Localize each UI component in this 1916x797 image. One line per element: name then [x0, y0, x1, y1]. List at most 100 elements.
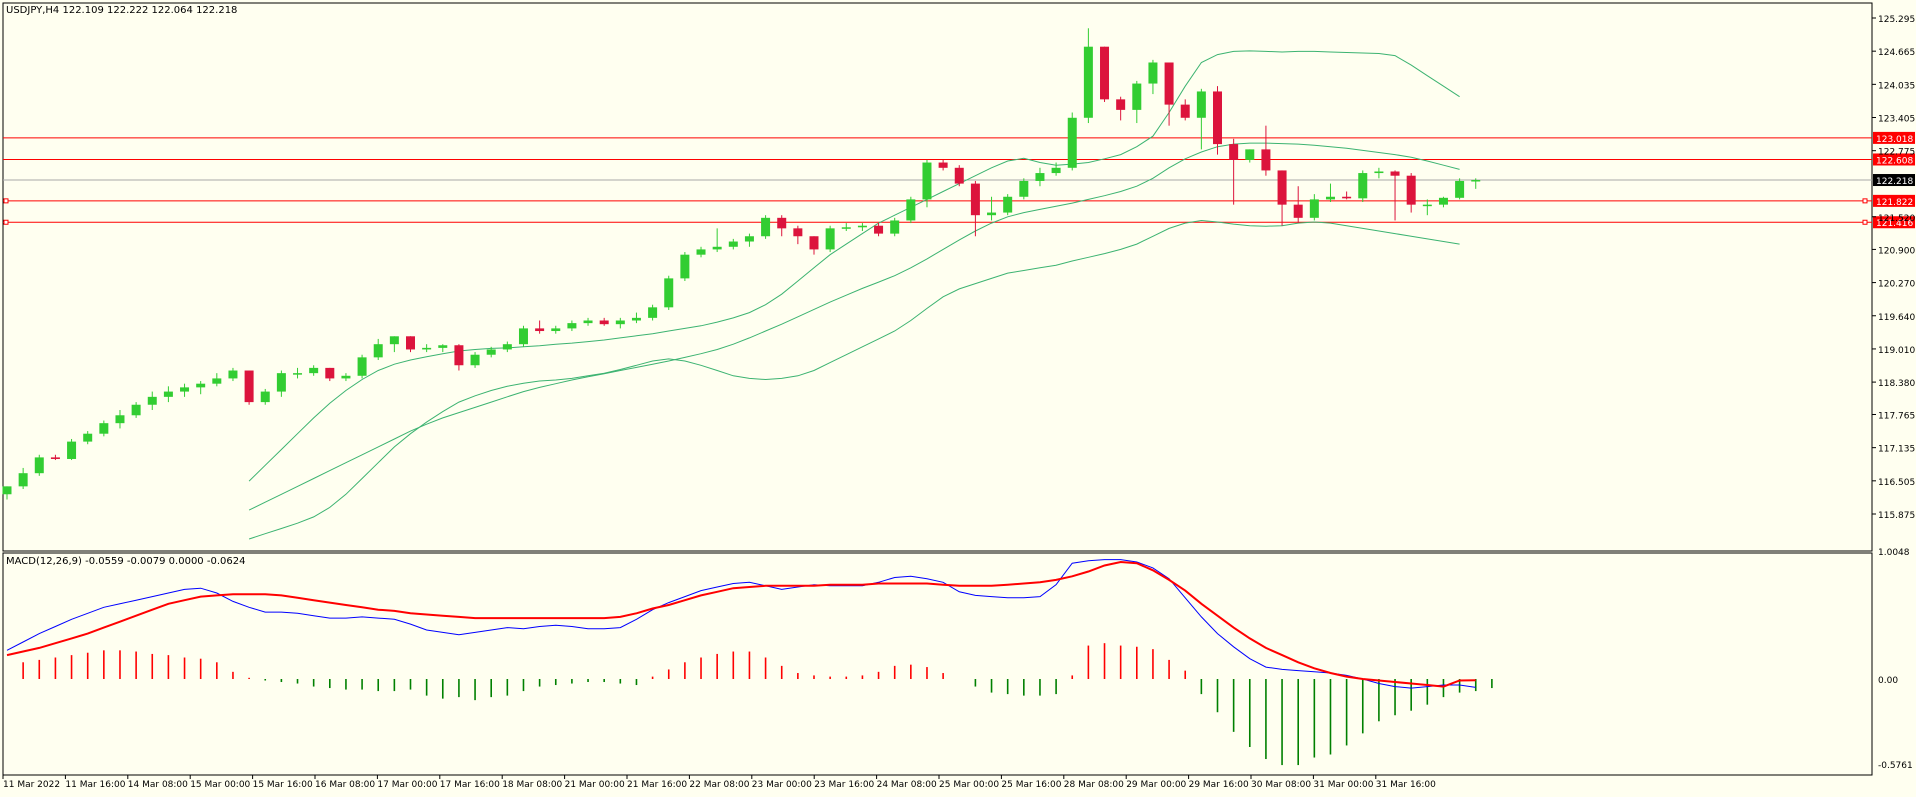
- price-axis-label: 115.875: [1878, 511, 1915, 521]
- current-price-tag: [1873, 174, 1915, 187]
- time-axis-label: 15 Mar 16:00: [253, 780, 313, 790]
- candle: [276, 370, 286, 397]
- current-price-label: 122.218: [1876, 177, 1913, 187]
- candle-body: [874, 225, 884, 234]
- candle-body: [1406, 175, 1416, 205]
- candle-body: [389, 336, 399, 345]
- candle-body: [1067, 117, 1077, 168]
- candle-body: [357, 357, 367, 376]
- price-axis-label: 120.900: [1878, 246, 1915, 256]
- candle: [260, 388, 270, 405]
- candle: [1277, 170, 1287, 226]
- candle-body: [551, 328, 561, 332]
- level-price-label: 122.608: [1876, 156, 1913, 166]
- candle: [341, 373, 351, 382]
- candle-body: [486, 349, 496, 355]
- candle-body: [18, 473, 28, 487]
- candle: [34, 454, 44, 476]
- candle-body: [438, 345, 448, 348]
- candle: [293, 367, 303, 379]
- candle: [212, 373, 222, 387]
- candle: [599, 317, 609, 326]
- candle-body: [841, 227, 851, 229]
- candle-body: [809, 236, 819, 250]
- candle: [1438, 196, 1448, 208]
- candle: [712, 228, 722, 253]
- candle-body: [1342, 196, 1352, 199]
- candle: [99, 420, 109, 437]
- macd-axis-label: -0.5761: [1878, 761, 1913, 771]
- candle: [1358, 170, 1368, 203]
- price-axis-label: 122.775: [1878, 148, 1915, 158]
- candle: [1148, 59, 1158, 95]
- candle: [196, 381, 206, 395]
- candle: [373, 338, 383, 360]
- time-axis-label: 18 Mar 08:00: [502, 780, 562, 790]
- candle: [389, 336, 399, 353]
- candle: [1455, 178, 1465, 200]
- candle: [1100, 46, 1110, 102]
- candle-body: [1229, 144, 1239, 160]
- candle-body: [1003, 196, 1013, 213]
- macd-axis-label: 1.0048: [1878, 548, 1910, 558]
- candle-body: [454, 345, 464, 366]
- candle-body: [1261, 149, 1271, 171]
- candle: [83, 431, 93, 445]
- level-price-label: 123.018: [1876, 135, 1913, 145]
- time-axis-label: 21 Mar 00:00: [565, 780, 625, 790]
- candle: [1261, 125, 1271, 176]
- candle-body: [50, 457, 60, 459]
- candle-body: [648, 307, 658, 318]
- candle: [825, 225, 835, 253]
- time-axis-label: 15 Mar 00:00: [190, 780, 250, 790]
- candle: [1406, 173, 1416, 213]
- candle: [50, 454, 60, 461]
- candle: [67, 438, 77, 461]
- candle-body: [276, 373, 286, 392]
- candle: [535, 320, 545, 334]
- candle-body: [1164, 62, 1174, 105]
- candle: [228, 367, 238, 382]
- candle-body: [502, 344, 512, 350]
- level-price-tag: [1873, 131, 1915, 144]
- candle: [1422, 199, 1432, 216]
- price-axis-label: 121.520: [1878, 214, 1915, 224]
- candle: [1132, 80, 1142, 124]
- symbol-info-label: USDJPY,H4 122.109 122.222 122.064 122.21…: [6, 5, 237, 16]
- candle-body: [744, 236, 754, 242]
- candle-body: [180, 387, 190, 392]
- candle-body: [1100, 46, 1110, 100]
- candle: [809, 236, 819, 255]
- candle-body: [99, 423, 109, 434]
- candle: [567, 320, 577, 332]
- macd-axis-label: 0.00: [1878, 676, 1898, 686]
- candle: [1083, 28, 1093, 124]
- candle: [18, 467, 28, 489]
- time-axis-label: 24 Mar 08:00: [877, 780, 937, 790]
- candle: [163, 386, 173, 403]
- macd-info-label: MACD(12,26,9) -0.0559 -0.0079 0.0000 -0.…: [6, 556, 245, 567]
- candle-body: [1213, 91, 1222, 145]
- candle: [938, 159, 948, 171]
- candle-body: [147, 396, 157, 405]
- level-handle: [1862, 219, 1868, 225]
- candle-body: [1309, 199, 1319, 218]
- level-price-tag: [1873, 194, 1915, 207]
- candle: [1309, 194, 1319, 221]
- macd-signal-line: [6, 560, 1476, 688]
- candle-body: [680, 254, 690, 279]
- candle: [890, 217, 900, 237]
- time-axis-label: 14 Mar 08:00: [128, 780, 188, 790]
- candle: [1342, 191, 1352, 200]
- candle: [906, 196, 916, 224]
- candle: [1180, 99, 1190, 121]
- candle: [583, 317, 593, 326]
- candle-body: [1374, 171, 1384, 174]
- horizontal-levels: [3, 137, 1872, 225]
- candle-body: [115, 415, 125, 424]
- candle: [793, 225, 803, 245]
- candle: [1051, 162, 1061, 176]
- candle-body: [938, 162, 948, 168]
